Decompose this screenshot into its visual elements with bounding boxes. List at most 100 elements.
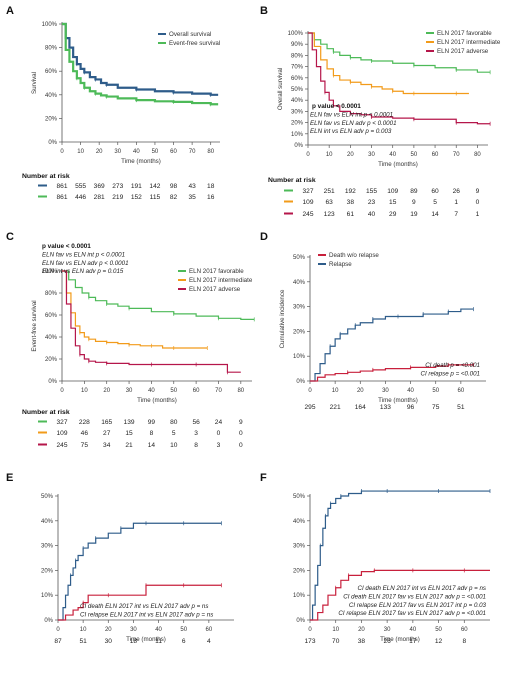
risk-value: 5 [433, 199, 437, 206]
x-tick-label: 30 [130, 627, 137, 633]
stat-annotation: ELN fav vs ELN int p < 0.0001 [310, 111, 393, 118]
legend-label: ELN 2017 intermediate [437, 39, 501, 46]
panel-c: C0%20%40%60%80%100%0 10 20 30 40 50 60 70 80Time… [6, 231, 255, 449]
x-tick-label: 50 [180, 627, 187, 633]
risk-value: 26 [383, 638, 391, 645]
risk-value: 3 [217, 442, 221, 449]
y-tick-label: 50% [293, 494, 306, 500]
risk-value: 173 [304, 638, 315, 645]
risk-value: 191 [131, 183, 142, 190]
risk-value: 43 [188, 183, 196, 190]
y-tick-label: 100% [42, 269, 58, 275]
risk-value: 327 [56, 419, 67, 426]
y-tick-label: 60% [291, 76, 304, 82]
y-tick-label: 40% [293, 519, 306, 525]
x-tick-label: 10 [81, 388, 88, 394]
risk-value: 75 [81, 442, 89, 449]
risk-value: 56 [192, 419, 200, 426]
risk-value: 0 [476, 199, 480, 206]
stat-annotation: ELN int vs ELN adv p = 0.003 [310, 128, 392, 135]
y-tick-label: 20% [45, 116, 58, 122]
risk-value: 4 [207, 638, 211, 645]
risk-value: 51 [79, 638, 87, 645]
risk-value: 446 [75, 194, 86, 201]
risk-value: 82 [170, 194, 178, 201]
risk-value: 245 [302, 211, 313, 218]
x-axis-title: Time (months) [121, 158, 161, 165]
x-axis-title: Time (months) [380, 636, 420, 643]
risk-value: 60 [431, 188, 439, 195]
y-axis-title: Survival [31, 72, 38, 94]
risk-value: 109 [302, 199, 313, 206]
y-tick-label: 60% [45, 69, 58, 75]
risk-value: 8 [194, 442, 198, 449]
x-tick-label: 40 [407, 388, 414, 394]
risk-value: 8 [462, 638, 466, 645]
legend-label: ELN 2017 intermediate [189, 277, 253, 284]
risk-value: 15 [125, 430, 133, 437]
x-tick-label: 0 [308, 627, 312, 633]
legend-label: Death w/o relapse [329, 252, 379, 259]
y-tick-label: 30% [291, 109, 304, 115]
y-tick-label: 80% [45, 46, 58, 52]
risk-value: 1 [454, 199, 458, 206]
stat-annotation: ELN int vs ELN adv p = 0.015 [42, 268, 124, 275]
risk-value: 98 [170, 183, 178, 190]
risk-value: 14 [431, 211, 439, 218]
y-tick-label: 50% [293, 255, 306, 261]
risk-value: 6 [182, 638, 186, 645]
risk-value: 29 [389, 211, 397, 218]
x-tick-label: 40 [155, 627, 162, 633]
x-tick-label: 40 [389, 152, 396, 158]
risk-value: 3 [194, 430, 198, 437]
x-tick-label: 70 [189, 149, 196, 155]
x-tick-label: 10 [326, 152, 333, 158]
panel-label: E [6, 472, 13, 484]
risk-value: 221 [330, 404, 341, 411]
x-tick-label: 20 [96, 149, 103, 155]
risk-value: 165 [101, 419, 112, 426]
y-tick-label: 70% [291, 65, 304, 71]
x-tick-label: 50 [170, 388, 177, 394]
risk-value: 142 [149, 183, 160, 190]
x-tick-label: 30 [126, 388, 133, 394]
x-tick-label: 60 [432, 152, 439, 158]
y-tick-label: 50% [291, 87, 304, 93]
risk-value: 192 [345, 188, 356, 195]
x-tick-label: 10 [332, 627, 339, 633]
x-axis-title: Time (months) [126, 636, 166, 643]
x-tick-label: 70 [215, 388, 222, 394]
stat-annotation: p value < 0.0001 [42, 243, 91, 250]
series-line [308, 32, 491, 125]
panel-f: F 0% 10% 20% 30% 40% 50% 0 10 20 30 40 50 60 Time (mon… [260, 472, 491, 645]
y-tick-label: 10% [293, 354, 306, 360]
risk-value: 24 [215, 419, 223, 426]
risk-value: 164 [355, 404, 366, 411]
y-tick-label: 20% [291, 121, 304, 127]
risk-value: 40 [368, 211, 376, 218]
risk-value: 245 [56, 442, 67, 449]
x-tick-label: 50 [432, 388, 439, 394]
stat-annotation: ELN fav vs ELN adv p < 0.0001 [310, 120, 397, 127]
legend-label: ELN 2017 adverse [437, 48, 489, 55]
y-tick-label: 10% [291, 132, 304, 138]
risk-value: 18 [130, 638, 138, 645]
stat-annotation: CI relapse ELN 2017 fav vs ELN 2017 adv … [338, 610, 486, 617]
x-tick-label: 10 [332, 388, 339, 394]
risk-value: 8 [150, 430, 154, 437]
risk-value: 26 [453, 188, 461, 195]
risk-value: 9 [239, 419, 243, 426]
y-tick-label: 0% [294, 143, 303, 149]
risk-value: 139 [124, 419, 135, 426]
y-tick-label: 20% [293, 329, 306, 335]
y-tick-label: 40% [41, 519, 54, 525]
risk-value: 295 [304, 404, 315, 411]
series-line [62, 270, 208, 349]
panel-label: B [260, 5, 268, 17]
y-tick-label: 30% [293, 305, 306, 311]
risk-value: 123 [324, 211, 335, 218]
stat-annotation: CI death ELN 2017 fav vs ELN 2017 adv p … [343, 593, 486, 600]
risk-value: 7 [454, 211, 458, 218]
x-tick-label: 0 [60, 149, 64, 155]
